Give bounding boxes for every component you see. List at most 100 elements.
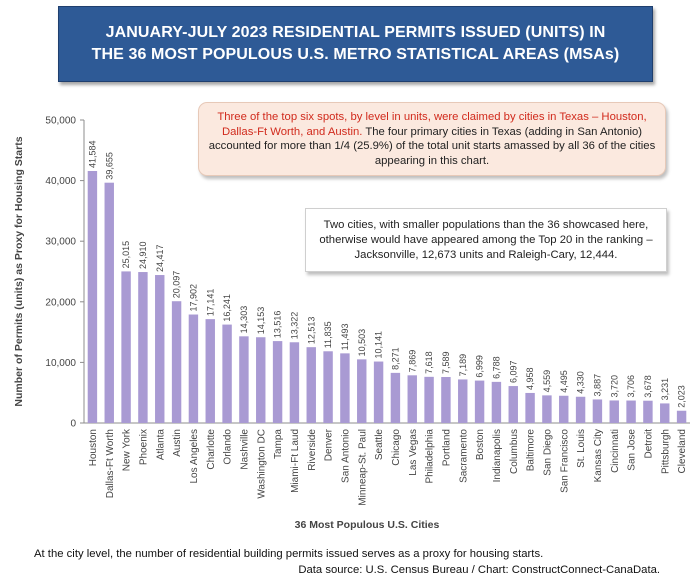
bar bbox=[525, 392, 535, 423]
x-tick-label: Los Angeles bbox=[189, 429, 200, 484]
bar bbox=[256, 337, 266, 423]
y-tick-label: 0 bbox=[70, 419, 76, 430]
x-tick-label: Indianapolis bbox=[492, 429, 503, 482]
bar-value-label: 6,097 bbox=[508, 361, 518, 384]
bar bbox=[626, 400, 636, 423]
chart-title-line-1: JANUARY-JULY 2023 RESIDENTIAL PERMITS IS… bbox=[105, 24, 606, 41]
x-tick-label: Seattle bbox=[374, 429, 385, 461]
bar-value-label: 7,869 bbox=[407, 350, 417, 373]
bar bbox=[424, 376, 434, 423]
bar-value-label: 4,495 bbox=[559, 370, 569, 393]
x-tick-label: Boston bbox=[475, 429, 486, 460]
bar bbox=[104, 182, 114, 423]
bar bbox=[121, 271, 131, 423]
x-tick-label: San Diego bbox=[542, 429, 553, 476]
bar bbox=[138, 272, 148, 423]
bar-value-label: 3,887 bbox=[592, 374, 602, 397]
title-banner: JANUARY-JULY 2023 RESIDENTIAL PERMITS IS… bbox=[58, 6, 653, 82]
bar bbox=[272, 341, 283, 423]
bar-value-label: 3,720 bbox=[609, 375, 619, 398]
bar bbox=[390, 372, 401, 423]
bar-value-label: 11,493 bbox=[340, 323, 350, 350]
x-tick-label: Baltimore bbox=[526, 429, 537, 472]
bar-value-label: 13,516 bbox=[273, 311, 283, 339]
chart-title-line-2: THE 36 MOST POPULOUS U.S. METRO STATISTI… bbox=[91, 46, 620, 63]
y-tick-label: 40,000 bbox=[45, 176, 76, 187]
bar-value-label: 25,015 bbox=[121, 241, 131, 269]
x-tick-label: Portland bbox=[441, 429, 452, 466]
bar bbox=[306, 347, 316, 423]
x-tick-label: Philadelphia bbox=[425, 429, 436, 484]
smaller-cities-annotation: Two cities, with smaller populations tha… bbox=[305, 208, 667, 272]
x-tick-label: Riverside bbox=[307, 429, 318, 471]
bar bbox=[575, 396, 586, 423]
bar bbox=[542, 395, 552, 423]
bar bbox=[676, 410, 687, 423]
x-axis-label: 36 Most Populous U.S. Cities bbox=[295, 519, 440, 531]
bar bbox=[205, 319, 215, 423]
x-tick-label: New York bbox=[122, 428, 133, 471]
bar-value-label: 7,189 bbox=[458, 354, 468, 377]
texas-annotation: Three of the top six spots, by level in … bbox=[198, 102, 666, 176]
x-tick-label: Nashville bbox=[239, 429, 250, 470]
bar-value-label: 39,655 bbox=[104, 152, 114, 180]
bar-value-label: 8,271 bbox=[390, 347, 400, 370]
x-tick-label: Tampa bbox=[273, 429, 284, 459]
x-tick-label: San Jose bbox=[627, 429, 638, 471]
x-tick-label: Phoenix bbox=[138, 429, 149, 465]
y-tick-label: 10,000 bbox=[45, 358, 76, 369]
bar bbox=[289, 342, 300, 423]
y-tick-label: 20,000 bbox=[45, 297, 76, 308]
bar bbox=[188, 314, 199, 423]
bar bbox=[323, 351, 333, 423]
bar bbox=[222, 324, 232, 423]
footnote: At the city level, the number of residen… bbox=[34, 548, 544, 560]
x-tick-label: Dallas-Ft Worth bbox=[105, 429, 116, 498]
x-tick-label: Las Vegas bbox=[408, 429, 419, 476]
bar bbox=[171, 301, 182, 423]
y-tick-label: 50,000 bbox=[45, 116, 76, 127]
bar-value-label: 3,678 bbox=[643, 375, 653, 398]
bar bbox=[239, 336, 249, 423]
x-tick-label: Miami-Ft Laud bbox=[290, 429, 301, 493]
bar bbox=[155, 275, 165, 423]
bar bbox=[474, 380, 485, 423]
x-tick-label: Washington DC bbox=[256, 429, 267, 499]
x-tick-label: Atlanta bbox=[155, 429, 166, 461]
bar bbox=[87, 171, 98, 423]
bar-value-label: 6,788 bbox=[491, 356, 501, 379]
x-tick-label: San Antonio bbox=[340, 429, 351, 483]
bar-value-label: 3,706 bbox=[626, 375, 636, 398]
bar-value-label: 10,503 bbox=[357, 329, 367, 357]
smaller-cities-annotation-text: Two cities, with smaller populations tha… bbox=[319, 218, 653, 261]
x-tick-label: Austin bbox=[172, 429, 183, 457]
x-tick-label: San Francisco bbox=[559, 429, 570, 493]
texas-annotation-text: The four primary cities in Texas (adding… bbox=[208, 125, 656, 167]
bar-value-label: 20,097 bbox=[172, 271, 182, 299]
bar bbox=[340, 353, 350, 423]
bar-value-label: 4,330 bbox=[576, 371, 586, 394]
x-tick-label: Columbus bbox=[509, 429, 520, 474]
bar-value-label: 13,322 bbox=[289, 312, 299, 340]
bar-chart: 0 10,000 20,000 30,000 40,000 50,000 Number of… bbox=[13, 116, 690, 531]
x-tick-label: Cleveland bbox=[677, 429, 688, 473]
bar bbox=[407, 375, 417, 423]
bar-value-label: 24,910 bbox=[138, 242, 148, 270]
bar-value-label: 17,902 bbox=[188, 284, 198, 312]
bar-value-label: 41,584 bbox=[87, 140, 97, 168]
bar bbox=[373, 361, 384, 423]
bar-value-label: 6,999 bbox=[475, 355, 485, 378]
bar-value-label: 16,241 bbox=[222, 294, 232, 322]
x-tick-label: Cincinnati bbox=[610, 429, 621, 473]
bar-value-label: 12,513 bbox=[306, 317, 316, 345]
bar-value-label: 14,153 bbox=[256, 307, 266, 335]
x-tick-label: Pittsburgh bbox=[660, 429, 671, 474]
x-tick-label: Detroit bbox=[643, 429, 654, 459]
source-credit: Data source: U.S. Census Bureau / Chart:… bbox=[298, 564, 660, 576]
bar bbox=[441, 377, 451, 423]
bar-value-label: 4,559 bbox=[542, 370, 552, 393]
bar-value-label: 17,141 bbox=[205, 289, 215, 317]
bar bbox=[643, 400, 653, 423]
bar-value-label: 14,303 bbox=[239, 306, 249, 334]
x-tick-label: Houston bbox=[88, 429, 99, 466]
